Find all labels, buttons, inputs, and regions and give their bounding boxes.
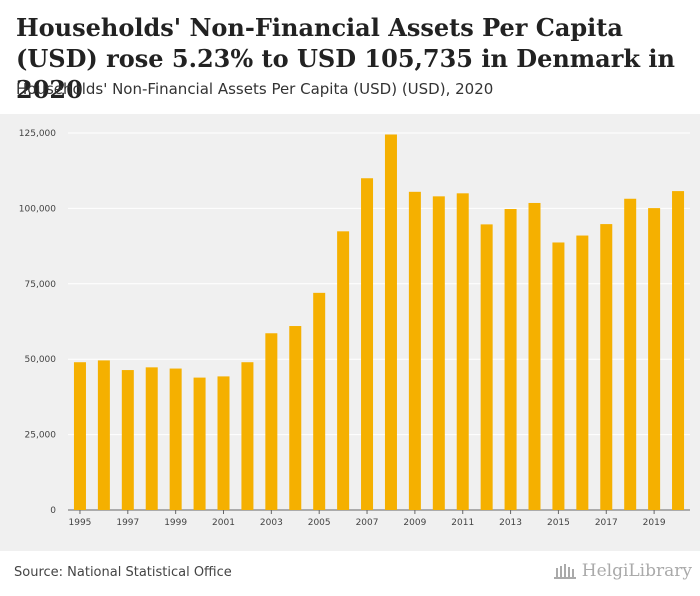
bar-2004[interactable] <box>289 326 302 510</box>
bar-2012[interactable] <box>480 224 493 510</box>
y-tick-label: 75,000 <box>25 280 57 290</box>
source-note: Source: National Statistical Office <box>14 565 232 580</box>
x-tick-label: 2011 <box>451 518 474 528</box>
x-tick-label: 2005 <box>308 518 331 528</box>
helgi-library-logo[interactable]: HelgiLibrary <box>553 561 692 581</box>
bar-2016[interactable] <box>576 235 589 510</box>
y-tick-label: 0 <box>50 506 56 516</box>
library-icon <box>553 564 576 579</box>
y-tick-label: 100,000 <box>19 204 56 214</box>
y-tick-label: 125,000 <box>19 129 56 139</box>
x-tick-label: 1997 <box>116 518 139 528</box>
logo-text: HelgiLibrary <box>581 561 692 581</box>
bar-1998[interactable] <box>145 367 158 510</box>
bar-2001[interactable] <box>217 376 230 510</box>
bar-2009[interactable] <box>408 191 421 510</box>
bar-2014[interactable] <box>528 202 541 510</box>
bar-2006[interactable] <box>337 231 350 510</box>
bar-2018[interactable] <box>624 198 637 510</box>
bars <box>73 134 685 510</box>
bar-2011[interactable] <box>456 193 469 510</box>
bar-2020[interactable] <box>672 191 685 510</box>
bar-2008[interactable] <box>384 134 397 510</box>
x-tick-label: 2001 <box>212 518 235 528</box>
bar-1999[interactable] <box>169 368 182 510</box>
x-tick-label: 2007 <box>356 518 379 528</box>
bar-2017[interactable] <box>600 224 613 510</box>
bar-2007[interactable] <box>361 178 374 510</box>
bar-2019[interactable] <box>648 208 661 510</box>
bar-1996[interactable] <box>97 360 110 510</box>
y-axis: 0 25,000 50,000 75,000 100,000 125,000 <box>19 129 56 516</box>
x-tick-label: 2009 <box>403 518 426 528</box>
bar-2013[interactable] <box>504 209 517 510</box>
bar-2015[interactable] <box>552 242 565 510</box>
x-tick-label: 2003 <box>260 518 283 528</box>
chart-panel: 0 25,000 50,000 75,000 100,000 125,000 1995 19… <box>0 114 700 551</box>
x-axis: 1995 1997 1999 2001 2003 2005 2007 2009 2011 2013… <box>69 510 666 528</box>
y-tick-label: 50,000 <box>25 355 57 365</box>
bar-2003[interactable] <box>265 333 278 510</box>
x-tick-label: 1995 <box>69 518 92 528</box>
x-tick-label: 2017 <box>595 518 618 528</box>
bar-2005[interactable] <box>313 292 326 510</box>
chart-subtitle: Households' Non-Financial Assets Per Cap… <box>16 80 494 98</box>
bar-2010[interactable] <box>432 196 445 510</box>
x-tick-label: 1999 <box>164 518 187 528</box>
bar-2002[interactable] <box>241 362 254 510</box>
bar-1995[interactable] <box>73 362 86 510</box>
x-tick-label: 2015 <box>547 518 570 528</box>
x-tick-label: 2013 <box>499 518 522 528</box>
bar-2000[interactable] <box>193 377 206 510</box>
chart-title: Households' Non-Financial Assets Per Cap… <box>16 13 675 104</box>
x-tick-label: 2019 <box>643 518 666 528</box>
bar-1997[interactable] <box>121 370 134 510</box>
y-tick-label: 25,000 <box>25 431 57 441</box>
grid-lines <box>68 132 690 511</box>
